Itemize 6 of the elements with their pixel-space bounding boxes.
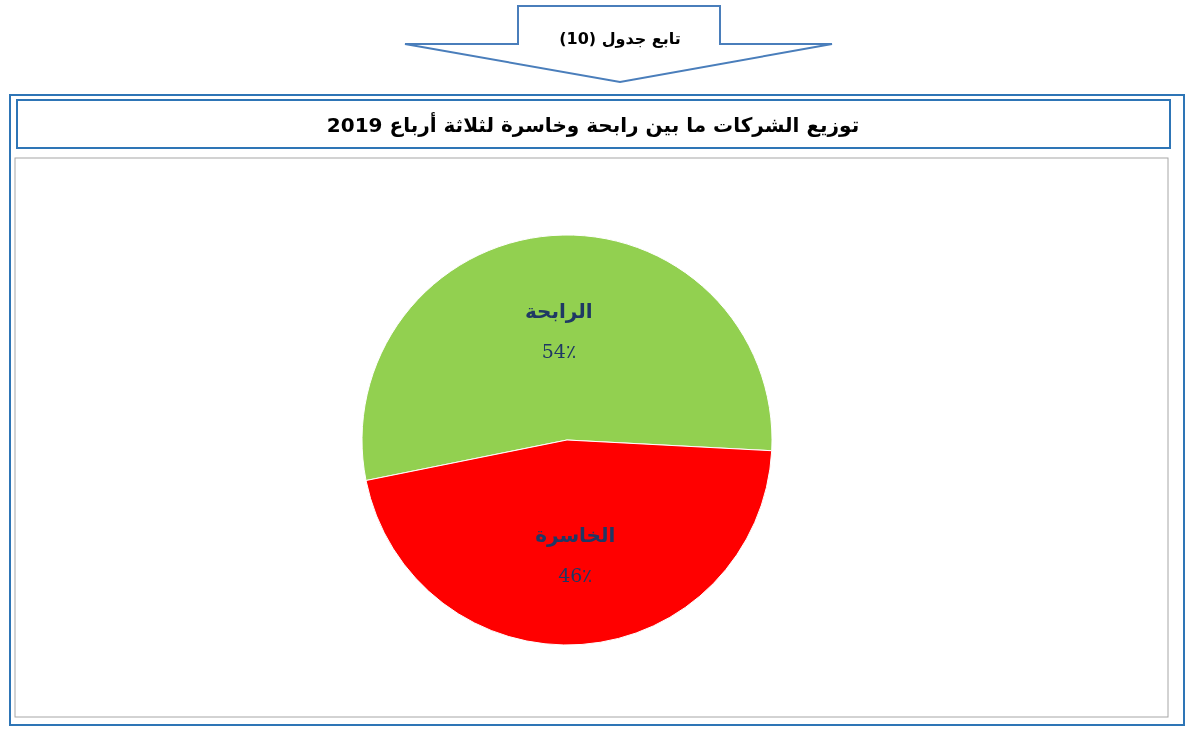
chart-title: توزيع الشركات ما بين رابحة وخاسرة لثلاثة أرباع 2019 (326, 111, 860, 137)
slice-label: الخاسرة (535, 523, 616, 548)
data-label: 46٪ (558, 564, 593, 587)
slice-label: الرابحة (524, 298, 593, 323)
data-label: 54٪ (541, 339, 576, 362)
text: تابع جدول (10) (559, 29, 681, 48)
